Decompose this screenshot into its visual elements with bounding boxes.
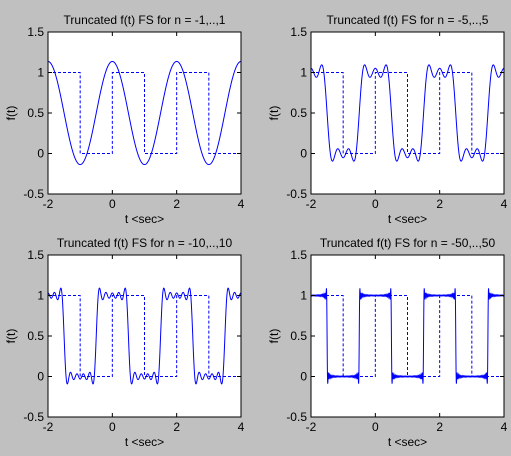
y-tick-label: 1 [300, 66, 307, 80]
y-tick-label: 1 [300, 289, 307, 303]
fourier-series-line [311, 288, 504, 384]
plot-area [311, 255, 504, 417]
plot-lines [48, 60, 241, 166]
plot-lines [311, 64, 504, 162]
x-tick-label: 0 [372, 420, 379, 434]
x-axis-label: t <sec> [388, 435, 427, 449]
y-tick-label: 0.5 [290, 329, 307, 343]
x-tick-label: -2 [306, 197, 317, 211]
x-tick-label: 2 [436, 197, 443, 211]
subplot-1: -2 0 2 4 -0.5 0 0.5 1 1.5 Truncated f(t) FS for n… [4, 13, 245, 226]
y-axis-label: f(t) [267, 329, 281, 344]
fourier-series-line [48, 60, 241, 166]
y-tick-label: 0.5 [290, 106, 307, 120]
y-tick-label: 0 [37, 147, 44, 161]
x-axis-label: t <sec> [388, 212, 427, 226]
x-tick-label: 4 [238, 420, 245, 434]
chart-title: Truncated f(t) FS for n = -1,..,1 [64, 13, 226, 27]
subplot-4: -2 0 2 4 -0.5 0 0.5 1 1.5 Truncated f(t) FS for n… [267, 236, 508, 449]
x-tick-label: 2 [173, 420, 180, 434]
chart-title: Truncated f(t) FS for n = -5,..,5 [327, 13, 489, 27]
y-tick-label: -0.5 [23, 410, 44, 424]
y-tick-label: -0.5 [286, 187, 307, 201]
y-tick-label: 0.5 [27, 329, 44, 343]
x-tick-label: 4 [501, 420, 508, 434]
plot-lines [48, 287, 241, 385]
fourier-series-line [311, 64, 504, 162]
subplot-2: -2 0 2 4 -0.5 0 0.5 1 1.5 Truncated f(t) FS for n… [267, 13, 508, 226]
x-tick-label: -2 [43, 420, 54, 434]
x-tick-label: 2 [173, 197, 180, 211]
y-tick-label: 1.5 [27, 248, 44, 262]
plot-area [48, 255, 241, 417]
x-tick-label: 2 [436, 420, 443, 434]
x-tick-label: -2 [43, 197, 54, 211]
fourier-series-line [48, 287, 241, 385]
y-tick-label: 1 [37, 289, 44, 303]
plot-area [48, 32, 241, 194]
x-tick-label: -2 [306, 420, 317, 434]
y-axis-label: f(t) [267, 106, 281, 121]
chart-title: Truncated f(t) FS for n = -50,..,50 [320, 236, 496, 250]
y-tick-label: 0 [37, 370, 44, 384]
y-tick-label: 0 [300, 147, 307, 161]
y-axis-label: f(t) [4, 106, 18, 121]
x-tick-label: 4 [501, 197, 508, 211]
y-axis-label: f(t) [4, 329, 18, 344]
y-tick-label: 1.5 [290, 248, 307, 262]
chart-title: Truncated f(t) FS for n = -10,..,10 [57, 236, 233, 250]
y-tick-label: -0.5 [286, 410, 307, 424]
y-tick-label: 1.5 [290, 25, 307, 39]
x-tick-label: 0 [109, 197, 116, 211]
x-tick-label: 0 [372, 197, 379, 211]
x-axis-label: t <sec> [125, 212, 164, 226]
plot-lines [311, 288, 504, 384]
x-tick-label: 0 [109, 420, 116, 434]
x-axis-label: t <sec> [125, 435, 164, 449]
y-tick-label: 0 [300, 370, 307, 384]
plot-area [311, 32, 504, 194]
y-tick-label: 1.5 [27, 25, 44, 39]
y-tick-label: 1 [37, 66, 44, 80]
x-tick-label: 4 [238, 197, 245, 211]
subplot-3: -2 0 2 4 -0.5 0 0.5 1 1.5 Truncated f(t) FS for n… [4, 236, 245, 449]
y-tick-label: -0.5 [23, 187, 44, 201]
y-tick-label: 0.5 [27, 106, 44, 120]
